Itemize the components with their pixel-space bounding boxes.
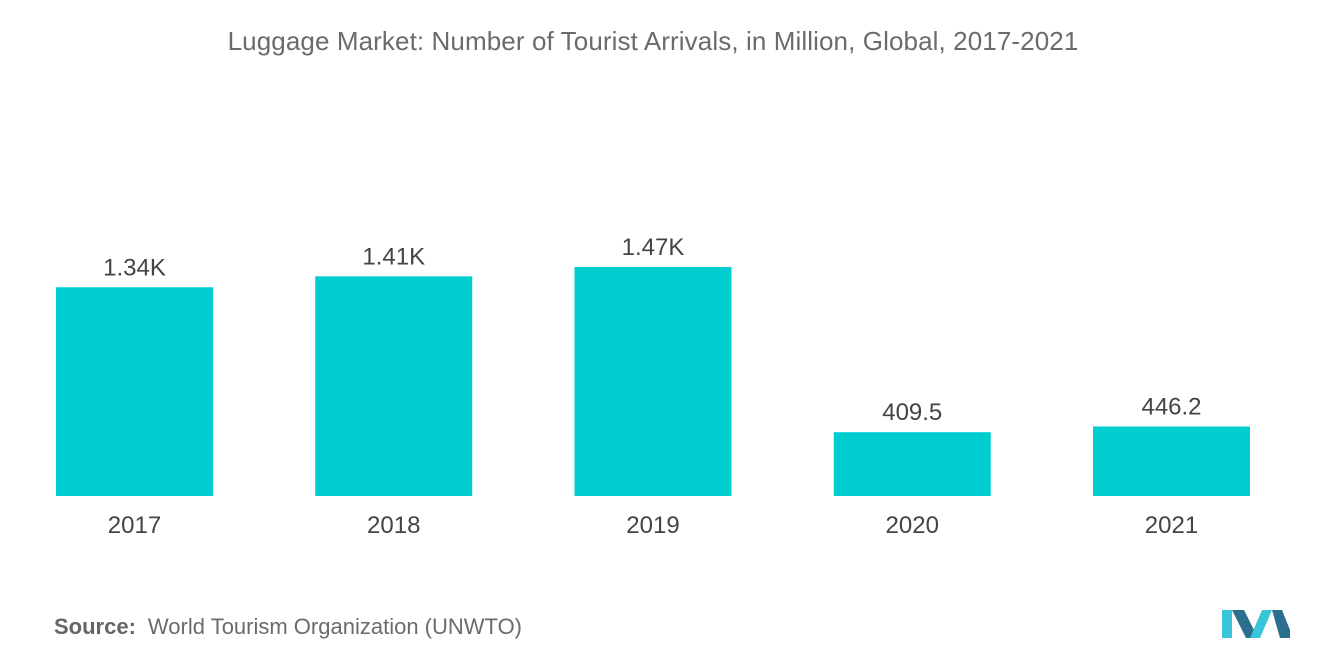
chart-title: Luggage Market: Number of Tourist Arriva… bbox=[227, 26, 1079, 56]
bar-chart: 1.34K 2017 1.41K 2018 1.47K 2019 409.5 2020 446.… bbox=[56, 234, 1250, 539]
source-text: World Tourism Organization (UNWTO) bbox=[147, 614, 523, 639]
bar-2020 bbox=[833, 432, 991, 496]
bar-2019 bbox=[574, 267, 732, 496]
bar-2018 bbox=[315, 276, 473, 496]
data-label-2020: 409.5 bbox=[882, 399, 942, 426]
bar-2017 bbox=[56, 287, 213, 496]
brand-logo-icon bbox=[1222, 610, 1290, 638]
x-tick-label-2021: 2021 bbox=[1145, 512, 1198, 539]
data-label-2018: 1.41K bbox=[362, 243, 425, 270]
bar-2021 bbox=[1093, 426, 1250, 496]
x-tick-label-2019: 2019 bbox=[626, 512, 679, 539]
data-label-2021: 446.2 bbox=[1141, 393, 1201, 420]
source-label: Source: bbox=[54, 614, 136, 639]
x-tick-label-2017: 2017 bbox=[108, 512, 161, 539]
source-note: Source: World Tourism Organization (UNWTO… bbox=[54, 614, 522, 640]
x-tick-label-2020: 2020 bbox=[886, 512, 939, 539]
data-label-2019: 1.47K bbox=[622, 234, 685, 261]
data-label-2017: 1.34K bbox=[103, 254, 166, 281]
x-tick-label-2018: 2018 bbox=[367, 512, 420, 539]
